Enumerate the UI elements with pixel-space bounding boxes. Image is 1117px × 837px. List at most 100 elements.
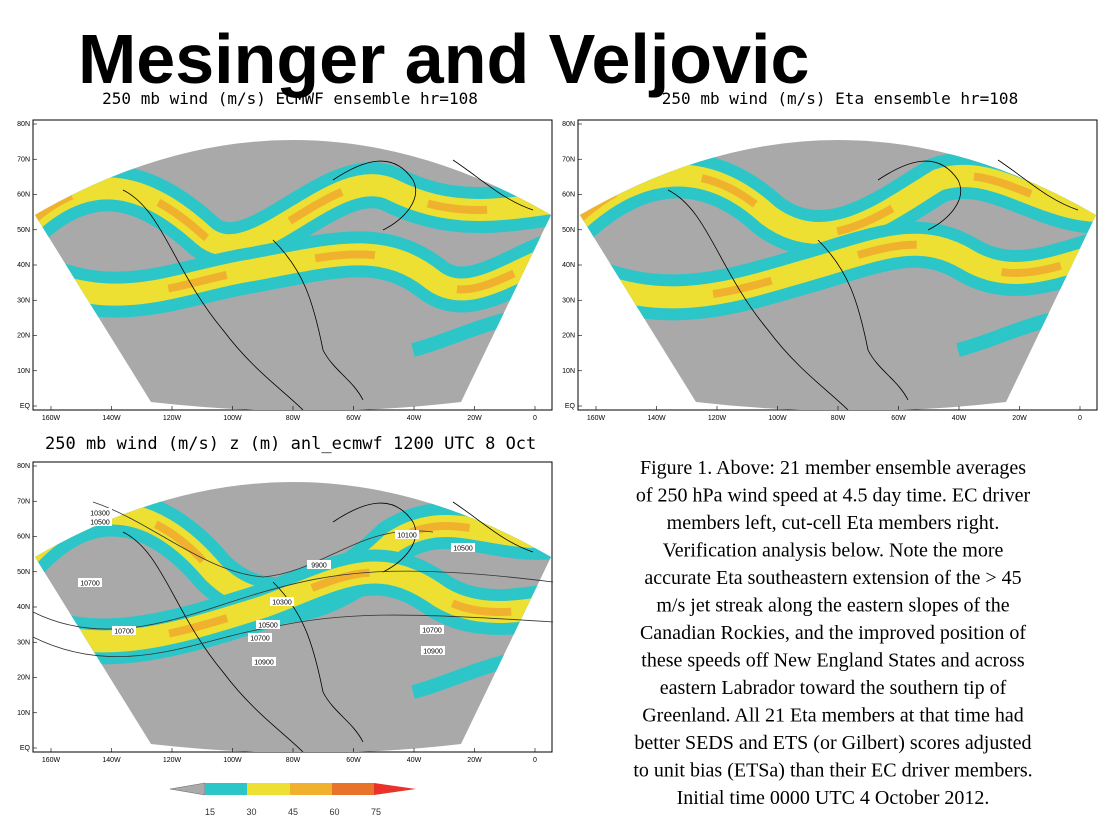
lat-label: 20N (562, 333, 575, 340)
colorbar-label: 60 (329, 807, 339, 817)
contour-label-box (112, 626, 136, 635)
panel-title: 250 mb wind (m/s) ECMWF ensemble hr=108 (102, 89, 478, 108)
contour-label-box (270, 597, 294, 606)
contour-label-box (78, 578, 102, 587)
caption-line: to unit bias (ETSa) than their EC driver… (633, 760, 1032, 782)
caption-line: m/s jet streak along the eastern slopes … (656, 595, 1009, 617)
lon-label: 140W (102, 757, 121, 764)
panels: 80N 70N 60N 50N 40N 30N 20N 10N EQ 160W 140W 120W 10… (17, 89, 1098, 764)
contour-label: 10700 (422, 628, 442, 635)
contour-label-box (248, 633, 272, 642)
caption-line: better SEDS and ETS (or Gilbert) scores … (634, 732, 1031, 754)
lon-label: 120W (163, 415, 182, 422)
map-panel: 80N 70N 60N 50N 40N 30N 20N 10N EQ 160W 140W 120W 10… (17, 461, 554, 764)
contour-label-box (256, 620, 280, 629)
lon-label: 0 (533, 757, 537, 764)
lon-label: 140W (647, 415, 666, 422)
colorbar-segment (332, 783, 374, 795)
contour-label: 9900 (311, 563, 327, 570)
coastline (667, 159, 1079, 411)
colorbar-segment (290, 783, 332, 795)
lon-label: 60W (346, 415, 361, 422)
colorbar-label: 15 (205, 807, 215, 817)
lat-label: 60N (17, 192, 30, 199)
contour-label: 10700 (80, 581, 100, 588)
lon-label: 80W (831, 415, 846, 422)
wind-band-45 (35, 246, 551, 299)
lon-label: 100W (223, 757, 242, 764)
contour-label-box (395, 530, 419, 539)
lon-label: 120W (163, 757, 182, 764)
wind-band-45 (580, 240, 1096, 302)
lat-label: 40N (562, 262, 575, 269)
lat-label: 30N (17, 297, 30, 304)
caption: Figure 1. Above: 21 member ensemble aver… (633, 457, 1032, 809)
lat-label: 20N (17, 333, 30, 340)
lon-label: 120W (708, 415, 727, 422)
lat-label: 70N (17, 498, 30, 505)
slide-title: Mesinger and Veljovic (78, 20, 809, 98)
contour-label: 10700 (114, 629, 134, 636)
contour-label: 10900 (423, 649, 443, 656)
lat-label: 30N (562, 297, 575, 304)
lat-label: 10N (17, 368, 30, 375)
lat-label: 80N (562, 121, 575, 128)
colorbar-segment (205, 783, 247, 795)
lon-label: 20W (467, 415, 482, 422)
contour-label-box (88, 517, 112, 526)
colorbar-segment (169, 782, 206, 796)
caption-line: Greenland. All 21 Eta members at that ti… (642, 705, 1024, 727)
caption-line: Figure 1. Above: 21 member ensemble aver… (640, 457, 1026, 479)
contour-label-box (88, 508, 112, 517)
lon-label: 80W (286, 757, 301, 764)
panel-title: 250 mb wind (m/s) Eta ensemble hr=108 (662, 89, 1018, 108)
caption-line: accurate Eta southeastern extension of t… (644, 567, 1021, 589)
wind-band-45 (580, 171, 1096, 237)
contour-label: 10500 (90, 520, 110, 527)
contour-label-box (420, 625, 444, 634)
colorbar-segment (374, 783, 416, 795)
contour-label: 10300 (90, 511, 110, 518)
contour-label: 10500 (453, 546, 473, 553)
coastline (122, 159, 534, 411)
caption-line: Initial time 0000 UTC 4 October 2012. (677, 787, 990, 809)
lon-label: 40W (407, 757, 422, 764)
colorbar-label: 75 (371, 807, 381, 817)
lon-label: 40W (407, 415, 422, 422)
contour-label-box (252, 657, 276, 666)
contour-label: 10700 (250, 636, 270, 643)
contour-label: 10100 (397, 533, 417, 540)
wind-band-45 (35, 568, 551, 646)
lon-label: 0 (533, 415, 537, 422)
contour-label-box (307, 560, 331, 569)
lat-label: 50N (17, 227, 30, 234)
caption-line: of 250 hPa wind speed at 4.5 day time. E… (636, 485, 1031, 507)
caption-line: these speeds off New England States and … (641, 650, 1025, 672)
lat-label: 60N (562, 192, 575, 199)
colorbar: 15 30 45 60 75 (169, 782, 416, 817)
colorbar-segment (247, 783, 290, 795)
lon-label: 40W (952, 415, 967, 422)
lon-label: 160W (587, 415, 606, 422)
lat-label: EQ (20, 745, 31, 752)
contour-label: 10500 (258, 623, 278, 630)
lon-label: 80W (286, 415, 301, 422)
lon-label: 60W (346, 757, 361, 764)
lat-label: EQ (20, 403, 31, 410)
lon-label: 100W (223, 415, 242, 422)
colorbar-label: 45 (288, 807, 298, 817)
panel-title: 250 mb wind (m/s) z (m) anl_ecmwf 1200 U… (45, 434, 536, 454)
lon-label: 0 (1078, 415, 1082, 422)
contour-label-box (421, 646, 445, 655)
lon-label: 20W (467, 757, 482, 764)
caption-line: eastern Labrador toward the southern tip… (660, 677, 1007, 699)
map-panel: 80N 70N 60N 50N 40N 30N 20N 10N EQ 160W 140W 120W 10… (562, 119, 1098, 422)
lon-label: 160W (42, 757, 61, 764)
lat-label: 20N (17, 675, 30, 682)
lat-label: 70N (562, 156, 575, 163)
lat-label: 10N (562, 368, 575, 375)
colorbar-label: 30 (246, 807, 256, 817)
lat-label: 40N (17, 262, 30, 269)
